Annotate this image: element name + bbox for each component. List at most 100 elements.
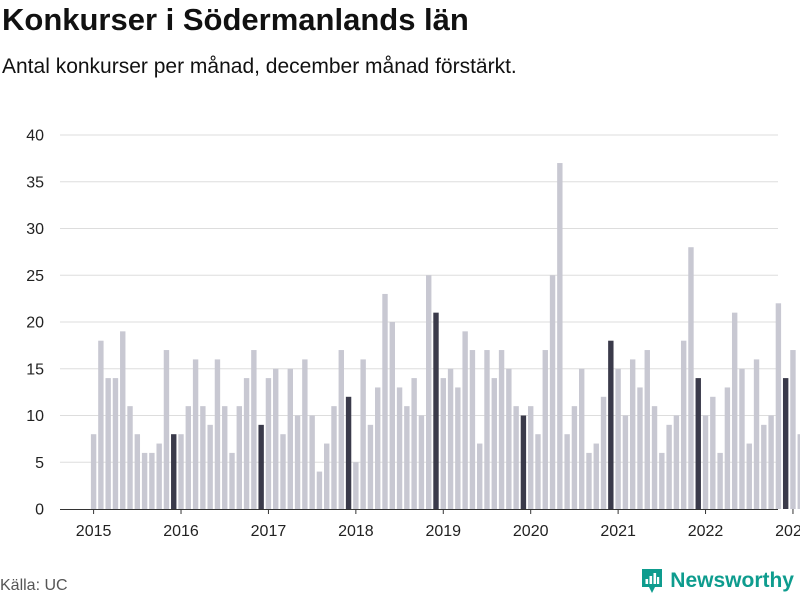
bar <box>265 378 272 509</box>
bar <box>680 340 687 509</box>
bar-december <box>695 378 701 509</box>
bar <box>440 378 446 509</box>
x-tick-label: 2017 <box>251 523 287 540</box>
y-tick-label: 0 <box>35 502 44 519</box>
bar <box>273 368 279 509</box>
y-tick-label: 25 <box>26 268 44 285</box>
x-tick-label: 2021 <box>600 523 636 540</box>
bar <box>156 443 162 509</box>
bar <box>731 312 738 509</box>
bar-december <box>258 424 264 509</box>
y-tick-label: 30 <box>26 221 44 238</box>
y-tick-label: 35 <box>26 174 44 191</box>
brand-name: Newsworthy <box>670 569 794 592</box>
bar <box>739 368 745 509</box>
bar <box>586 452 592 509</box>
bar <box>309 415 315 509</box>
bar <box>360 359 366 509</box>
y-tick-label: 10 <box>26 408 44 425</box>
bar <box>120 331 126 509</box>
bar <box>105 378 111 509</box>
bar <box>90 434 97 509</box>
bar <box>513 406 519 509</box>
bar <box>622 415 629 509</box>
bar <box>207 424 213 509</box>
bar <box>775 303 782 509</box>
bar <box>447 368 454 509</box>
bar <box>498 350 505 509</box>
bar <box>280 434 286 509</box>
bar <box>178 434 184 509</box>
bar-december <box>520 415 527 509</box>
bar <box>222 406 228 509</box>
bar <box>353 462 359 509</box>
bar <box>615 368 621 509</box>
bar <box>251 350 257 509</box>
x-tick-label: 2015 <box>76 523 112 540</box>
bar <box>375 387 381 509</box>
bar <box>651 406 658 509</box>
bar <box>717 452 723 509</box>
bar <box>768 415 774 509</box>
bar <box>316 471 323 509</box>
bar <box>557 163 563 510</box>
bar <box>600 396 607 509</box>
x-tick-label: 2016 <box>163 523 199 540</box>
bar <box>331 406 337 509</box>
bar <box>593 443 599 509</box>
bar-chart-location-icon <box>642 569 663 593</box>
bar <box>243 378 250 509</box>
bar <box>629 359 636 509</box>
bar <box>112 378 119 509</box>
bar <box>229 452 235 509</box>
bar <box>163 350 170 509</box>
y-tick-label: 40 <box>26 128 44 145</box>
bar <box>236 406 242 509</box>
bar <box>644 350 650 509</box>
bar <box>455 387 461 509</box>
chart-title: Konkurser i Södermanlands län <box>2 2 469 37</box>
bar <box>396 387 403 509</box>
bar <box>746 443 752 509</box>
bar <box>127 406 133 509</box>
bar <box>214 359 221 509</box>
bar <box>462 331 468 509</box>
bar <box>324 443 330 509</box>
bar <box>338 350 344 509</box>
bar <box>724 387 731 509</box>
brand-logo: Newsworthy <box>640 567 794 595</box>
bar <box>418 415 425 509</box>
bar <box>287 368 293 509</box>
bar <box>302 359 308 509</box>
bar <box>382 293 388 509</box>
bar <box>528 406 534 509</box>
bar <box>185 406 192 509</box>
y-tick-label: 20 <box>26 315 44 332</box>
bar <box>491 378 497 509</box>
bar <box>578 368 585 509</box>
x-tick-label: 2020 <box>513 523 549 540</box>
x-tick-label: 2019 <box>425 523 461 540</box>
bar-december <box>782 378 789 509</box>
bar <box>761 424 767 509</box>
bar <box>790 350 796 509</box>
bar <box>192 359 199 509</box>
bar <box>564 434 570 509</box>
bar <box>484 350 490 509</box>
bar <box>469 350 476 509</box>
bar <box>542 350 548 509</box>
bar <box>389 322 395 509</box>
bar-december <box>345 396 352 509</box>
bar-december <box>608 340 614 509</box>
bar <box>134 434 141 509</box>
bar <box>659 452 665 509</box>
bar <box>149 452 155 509</box>
x-tick-label: 2022 <box>688 523 724 540</box>
x-tick-label: 2018 <box>338 523 374 540</box>
y-tick-label: 5 <box>35 455 44 472</box>
bar <box>688 247 694 509</box>
bar-december <box>171 434 177 509</box>
bar <box>426 275 432 509</box>
bar <box>294 415 301 509</box>
